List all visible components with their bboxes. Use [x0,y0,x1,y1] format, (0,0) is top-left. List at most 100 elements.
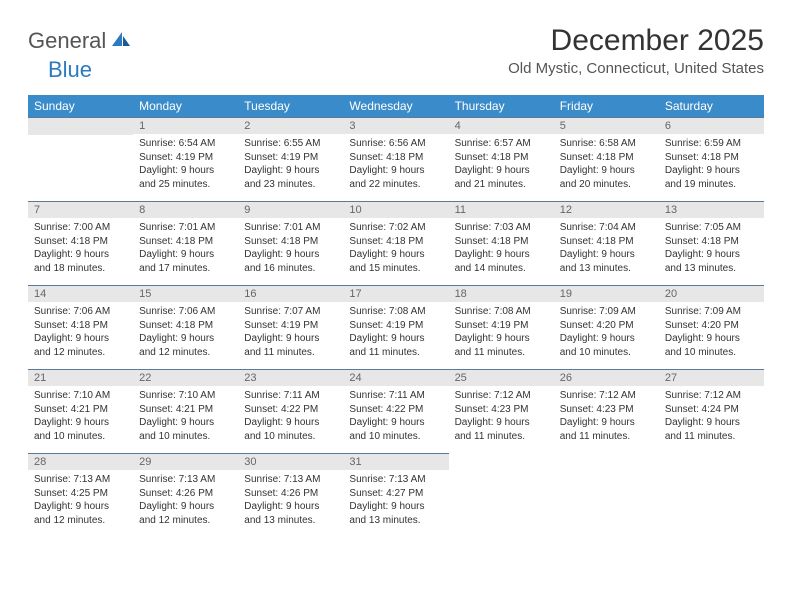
day-line: Daylight: 9 hours [665,332,758,346]
calendar-grid: Sunday Monday Tuesday Wednesday Thursday… [28,95,764,537]
day-content: Sunrise: 7:12 AMSunset: 4:24 PMDaylight:… [659,386,764,453]
day-line: and 20 minutes. [560,178,653,192]
day-cell: 29Sunrise: 7:13 AMSunset: 4:26 PMDayligh… [133,453,238,537]
day-line: and 11 minutes. [455,346,548,360]
day-line: Sunset: 4:18 PM [349,151,442,165]
day-line: and 10 minutes. [349,430,442,444]
day-number: 4 [449,117,554,134]
day-line: Daylight: 9 hours [34,248,127,262]
day-content: Sunrise: 7:10 AMSunset: 4:21 PMDaylight:… [133,386,238,453]
day-cell: 16Sunrise: 7:07 AMSunset: 4:19 PMDayligh… [238,285,343,369]
day-content: Sunrise: 7:01 AMSunset: 4:18 PMDaylight:… [238,218,343,285]
day-line: Daylight: 9 hours [349,416,442,430]
day-line: and 11 minutes. [665,430,758,444]
day-line: Daylight: 9 hours [455,332,548,346]
day-cell: 2 Sunrise: 6:55 AMSunset: 4:19 PMDaylight… [238,117,343,201]
day-line: and 10 minutes. [560,346,653,360]
day-number: 25 [449,369,554,386]
day-cell: 3Sunrise: 6:56 AMSunset: 4:18 PMDaylight… [343,117,448,201]
day-line: Sunset: 4:18 PM [665,235,758,249]
day-line: Sunrise: 7:05 AM [665,221,758,235]
header-saturday: Saturday [659,95,764,117]
day-number: 3 [343,117,448,134]
day-number: 26 [554,369,659,386]
day-line: Daylight: 9 hours [349,500,442,514]
day-line: Sunrise: 7:12 AM [455,389,548,403]
day-cell: 25Sunrise: 7:12 AMSunset: 4:23 PMDayligh… [449,369,554,453]
day-line: Daylight: 9 hours [244,332,337,346]
day-cell: 20Sunrise: 7:09 AMSunset: 4:20 PMDayligh… [659,285,764,369]
day-line: Sunrise: 6:57 AM [455,137,548,151]
day-line: Daylight: 9 hours [560,416,653,430]
location-text: Old Mystic, Connecticut, United States [508,60,764,77]
day-line: Sunrise: 6:55 AM [244,137,337,151]
day-cell: 12Sunrise: 7:04 AMSunset: 4:18 PMDayligh… [554,201,659,285]
day-line: and 16 minutes. [244,262,337,276]
day-number: 28 [28,453,133,470]
day-content: Sunrise: 7:11 AMSunset: 4:22 PMDaylight:… [238,386,343,453]
day-line: Sunset: 4:26 PM [139,487,232,501]
day-cell: 14Sunrise: 7:06 AMSunset: 4:18 PMDayligh… [28,285,133,369]
day-number: 6 [659,117,764,134]
day-line: Daylight: 9 hours [244,416,337,430]
day-line: and 18 minutes. [34,262,127,276]
day-line: Sunset: 4:19 PM [349,319,442,333]
day-line: and 17 minutes. [139,262,232,276]
day-number: 8 [133,201,238,218]
header-monday: Monday [133,95,238,117]
day-line: Sunrise: 6:54 AM [139,137,232,151]
day-line: Daylight: 9 hours [244,500,337,514]
day-number: 19 [554,285,659,302]
day-line: Sunset: 4:19 PM [139,151,232,165]
day-number: 31 [343,453,448,470]
day-line: and 13 minutes. [349,514,442,528]
day-line: Sunset: 4:23 PM [455,403,548,417]
day-line: and 13 minutes. [560,262,653,276]
day-content: Sunrise: 7:10 AMSunset: 4:21 PMDaylight:… [28,386,133,453]
day-number: 2 [238,117,343,134]
day-line: Daylight: 9 hours [244,164,337,178]
day-line: Sunrise: 6:58 AM [560,137,653,151]
day-line: and 14 minutes. [455,262,548,276]
header-wednesday: Wednesday [343,95,448,117]
day-content: Sunrise: 7:13 AMSunset: 4:27 PMDaylight:… [343,470,448,537]
day-line: and 15 minutes. [349,262,442,276]
day-cell: 31Sunrise: 7:13 AMSunset: 4:27 PMDayligh… [343,453,448,537]
week-row: 7Sunrise: 7:00 AMSunset: 4:18 PMDaylight… [28,201,764,285]
logo: General [28,24,134,54]
day-line: Daylight: 9 hours [349,248,442,262]
day-line: Sunrise: 7:12 AM [665,389,758,403]
month-title: December 2025 [508,24,764,58]
day-line: and 19 minutes. [665,178,758,192]
day-line: Sunrise: 7:12 AM [560,389,653,403]
day-cell: 28Sunrise: 7:13 AMSunset: 4:25 PMDayligh… [28,453,133,537]
day-line: and 23 minutes. [244,178,337,192]
day-line: Sunset: 4:18 PM [560,151,653,165]
day-number-empty [28,117,133,135]
day-cell [28,117,133,201]
day-line: and 13 minutes. [244,514,337,528]
day-line: and 13 minutes. [665,262,758,276]
day-content: Sunrise: 7:06 AMSunset: 4:18 PMDaylight:… [28,302,133,369]
day-line: Sunset: 4:18 PM [455,151,548,165]
day-content: Sunrise: 6:54 AMSunset: 4:19 PMDaylight:… [133,134,238,201]
day-number: 30 [238,453,343,470]
day-line: Sunset: 4:18 PM [34,319,127,333]
day-number: 21 [28,369,133,386]
day-line: and 11 minutes. [349,346,442,360]
day-line: and 12 minutes. [34,514,127,528]
day-cell: 27Sunrise: 7:12 AMSunset: 4:24 PMDayligh… [659,369,764,453]
day-number: 18 [449,285,554,302]
week-row: 21Sunrise: 7:10 AMSunset: 4:21 PMDayligh… [28,369,764,453]
day-content: Sunrise: 7:01 AMSunset: 4:18 PMDaylight:… [133,218,238,285]
day-line: Sunset: 4:18 PM [34,235,127,249]
day-line: Sunset: 4:20 PM [665,319,758,333]
day-line: and 11 minutes. [244,346,337,360]
day-content: Sunrise: 7:00 AMSunset: 4:18 PMDaylight:… [28,218,133,285]
day-line: Daylight: 9 hours [34,500,127,514]
day-line: Daylight: 9 hours [560,248,653,262]
day-line: Sunset: 4:19 PM [244,151,337,165]
day-content: Sunrise: 6:59 AMSunset: 4:18 PMDaylight:… [659,134,764,201]
day-cell: 15Sunrise: 7:06 AMSunset: 4:18 PMDayligh… [133,285,238,369]
day-line: Sunrise: 7:06 AM [139,305,232,319]
